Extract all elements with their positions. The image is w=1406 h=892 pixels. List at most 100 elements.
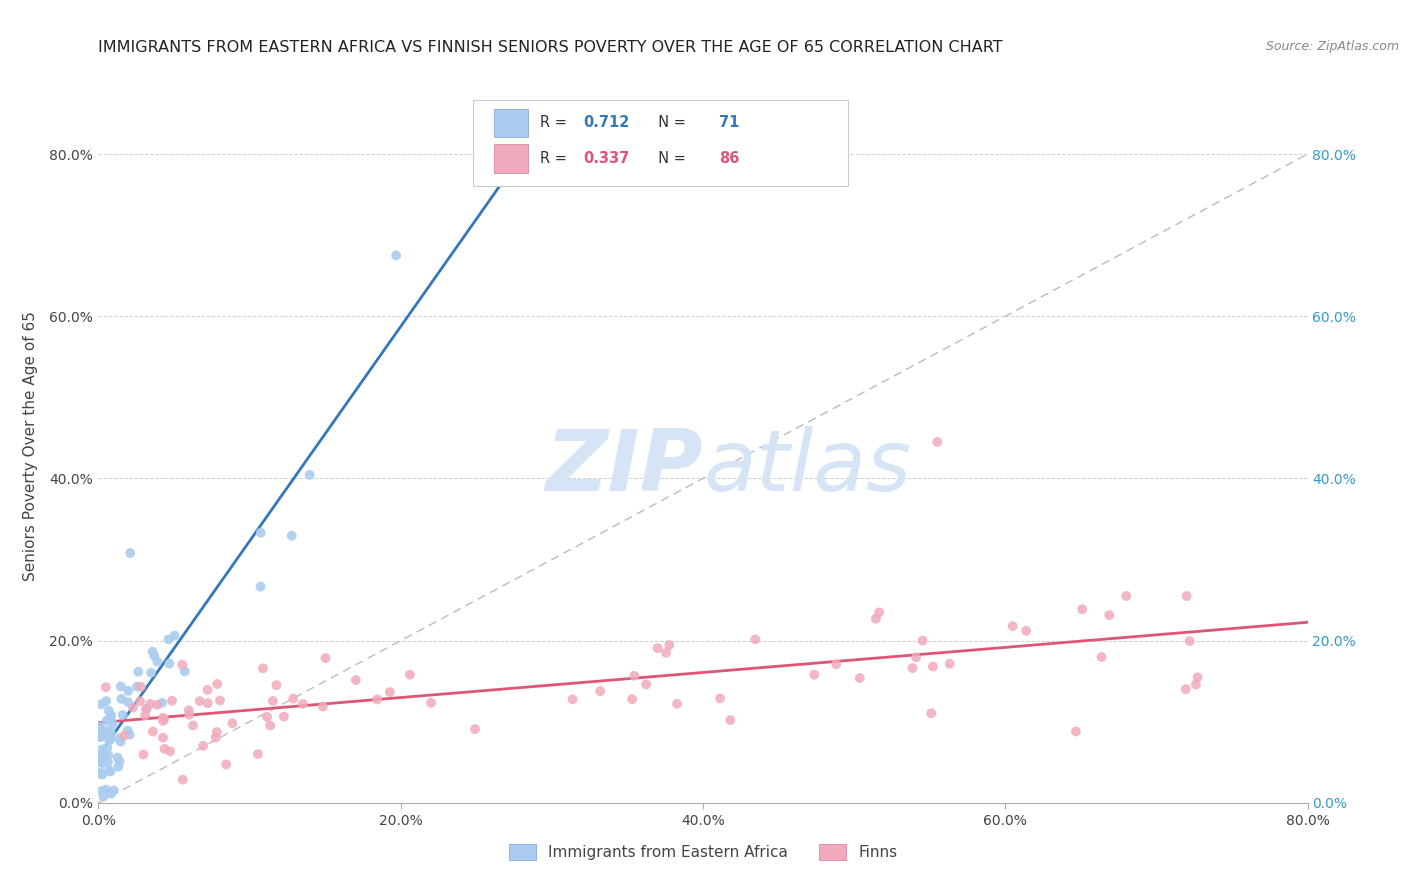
Point [366, 692, 388, 706]
Point [89, 755, 111, 769]
Point [208, 693, 231, 707]
Text: IMMIGRANTS FROM EASTERN AFRICA VS FINNISH SENIORS POVERTY OVER THE AGE OF 65 COR: IMMIGRANTS FROM EASTERN AFRICA VS FINNIS… [98, 40, 1002, 55]
Point [197, 682, 219, 697]
Text: R =: R = [540, 151, 571, 166]
Text: R =: R = [540, 115, 571, 130]
Point [91, 726, 114, 740]
Point [98, 764, 121, 778]
Point [89, 730, 111, 744]
Point [901, 661, 924, 675]
Point [152, 714, 174, 728]
Text: atlas: atlas [703, 425, 911, 509]
Point [160, 694, 183, 708]
Point [172, 657, 194, 672]
Point [110, 680, 132, 694]
Point [179, 707, 201, 722]
Point [97, 756, 120, 770]
Point [658, 638, 681, 652]
Text: 71: 71 [718, 115, 740, 130]
Point [141, 645, 163, 659]
Point [96, 714, 118, 728]
Point [129, 680, 152, 694]
Point [97, 704, 120, 718]
Point [139, 697, 162, 711]
Point [865, 612, 887, 626]
Point [927, 434, 949, 449]
Point [1175, 589, 1198, 603]
Point [262, 694, 284, 708]
FancyBboxPatch shape [494, 144, 527, 172]
Point [655, 646, 678, 660]
Point [312, 699, 335, 714]
Text: 0.337: 0.337 [583, 151, 630, 166]
Point [157, 632, 180, 647]
Point [249, 525, 271, 540]
Point [100, 731, 122, 746]
Point [100, 708, 122, 723]
Point [117, 695, 139, 709]
Point [291, 697, 314, 711]
Point [1015, 624, 1038, 638]
Point [129, 694, 152, 708]
Point [221, 716, 243, 731]
Point [108, 755, 131, 769]
Point [110, 692, 132, 706]
Point [91, 742, 114, 756]
Point [197, 696, 219, 710]
Point [134, 708, 156, 723]
Point [922, 659, 945, 673]
Point [589, 684, 612, 698]
Point [91, 756, 114, 771]
Y-axis label: Seniors Poverty Over the Age of 65: Seniors Poverty Over the Age of 65 [22, 311, 38, 581]
Point [399, 667, 422, 681]
Point [280, 528, 302, 542]
Point [825, 657, 848, 672]
Point [215, 757, 238, 772]
Point [314, 651, 336, 665]
Point [142, 724, 165, 739]
Point [98, 711, 121, 725]
Point [87, 720, 110, 734]
Point [249, 580, 271, 594]
Point [122, 700, 145, 714]
Point [283, 691, 305, 706]
Point [1098, 608, 1121, 623]
Text: 86: 86 [718, 151, 740, 166]
Point [204, 731, 226, 745]
Point [146, 698, 169, 712]
Point [97, 747, 120, 762]
Point [98, 711, 121, 725]
Text: N =: N = [648, 115, 690, 130]
Point [153, 742, 176, 756]
Point [127, 665, 149, 679]
Point [172, 772, 194, 787]
Point [273, 709, 295, 723]
Point [159, 744, 181, 758]
Point [139, 665, 162, 680]
Point [205, 725, 228, 739]
Point [117, 723, 139, 738]
Text: ZIP: ZIP [546, 425, 703, 509]
Point [94, 723, 117, 738]
Point [114, 728, 136, 742]
Point [177, 703, 200, 717]
Point [718, 713, 741, 727]
Point [1090, 650, 1112, 665]
Point [89, 748, 111, 763]
Point [1001, 619, 1024, 633]
Point [252, 661, 274, 675]
Point [1115, 589, 1137, 603]
Point [1174, 682, 1197, 697]
Point [94, 680, 117, 694]
Point [90, 784, 112, 798]
Point [1187, 670, 1209, 684]
Point [132, 747, 155, 762]
Point [89, 749, 111, 764]
Point [100, 787, 122, 801]
Point [89, 722, 111, 736]
Point [420, 696, 443, 710]
Point [96, 694, 118, 708]
Point [98, 732, 121, 747]
Point [98, 723, 121, 738]
Point [647, 641, 669, 656]
